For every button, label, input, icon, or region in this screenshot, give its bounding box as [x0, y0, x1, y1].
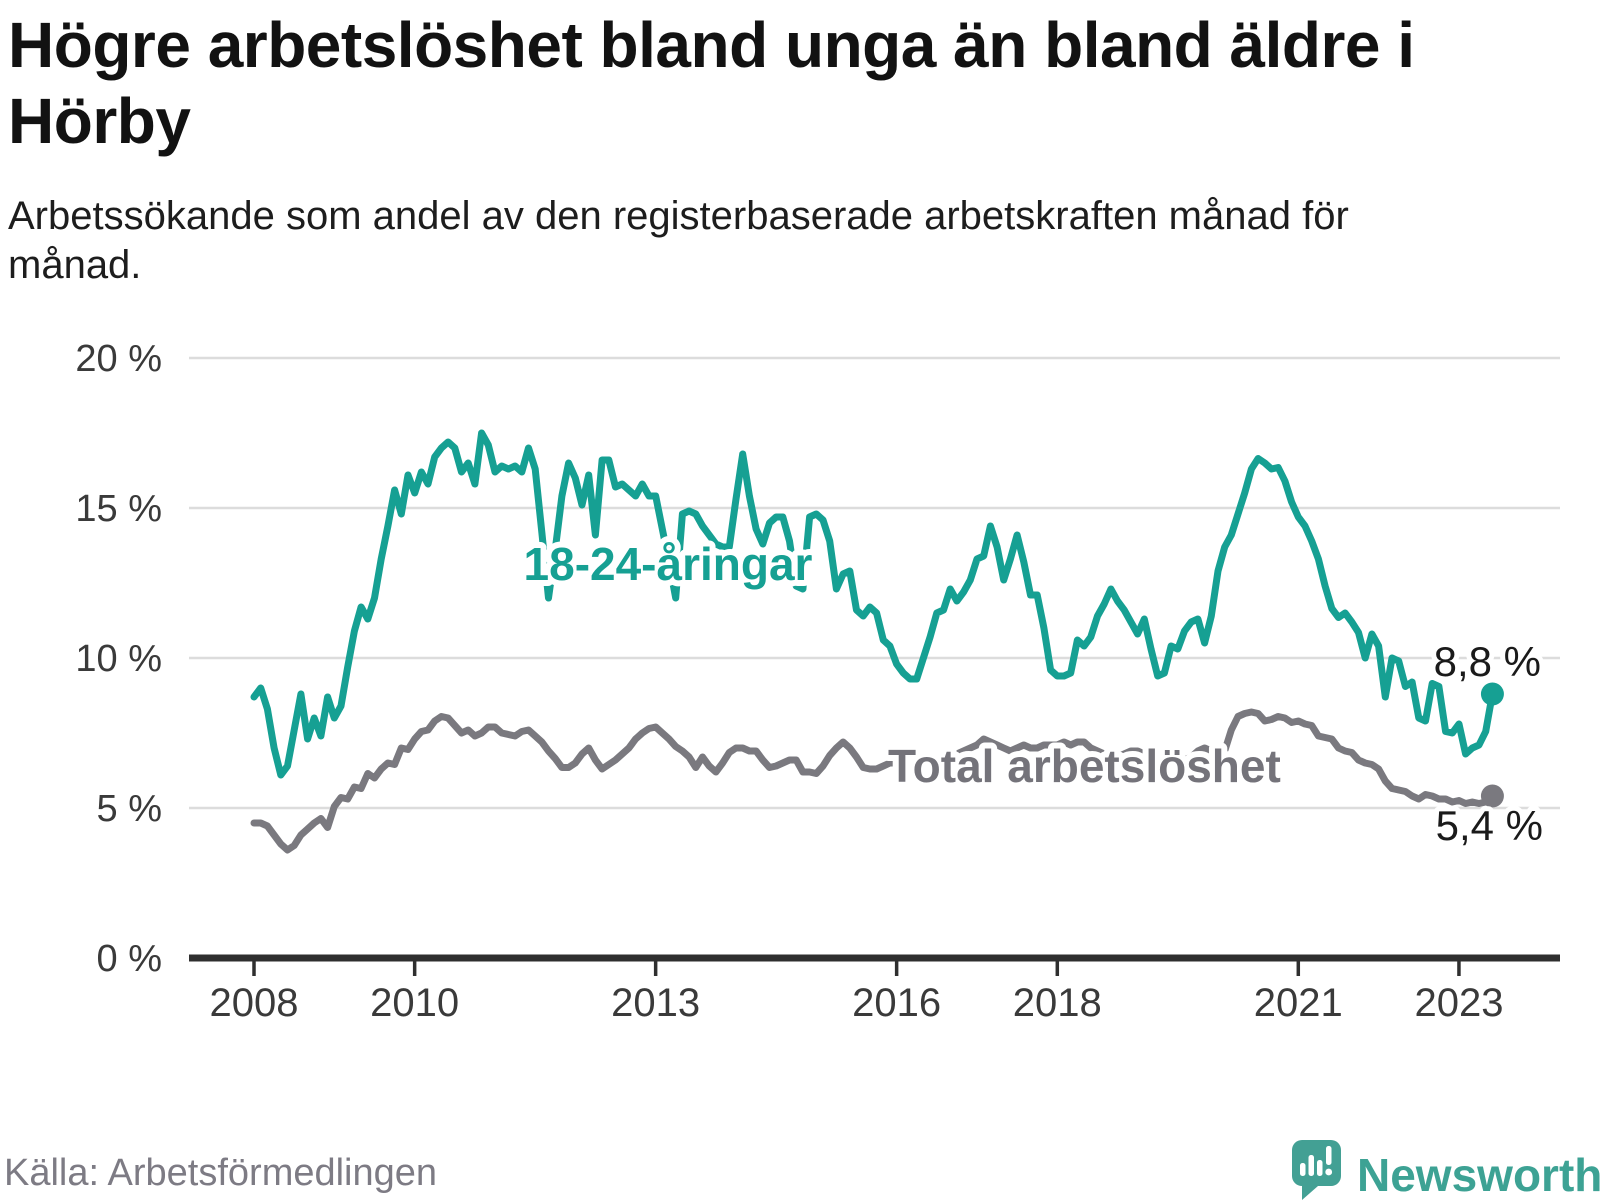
end-dot-youth [1480, 682, 1504, 706]
end-dot-total [1480, 784, 1504, 808]
series-label-youth: 18-24-åringar [524, 538, 813, 590]
brand-name: Newsworthy [1357, 1149, 1600, 1201]
series-label-total: Total arbetslöshet [888, 740, 1281, 792]
y-axis-label-15: 15 % [75, 488, 162, 530]
source-note: Källa: Arbetsförmedlingen [4, 1152, 438, 1194]
y-axis-label-5: 5 % [97, 788, 162, 830]
x-axis-label-2010: 2010 [370, 981, 459, 1025]
x-axis-label-2023: 2023 [1414, 981, 1503, 1025]
series-line-total [250, 708, 1496, 854]
series-line-youth [250, 429, 1496, 779]
y-axis-label-0: 0 % [97, 938, 162, 980]
end-value-label-total: 5,4 % [1436, 802, 1543, 849]
y-axis-label-20: 20 % [75, 338, 162, 380]
page-subtitle: Arbetssökande som andel av den registerb… [8, 194, 1349, 288]
x-axis-label-2018: 2018 [1013, 981, 1102, 1025]
x-axis-label-2008: 2008 [210, 981, 299, 1025]
page-title: Högre arbetslöshet bland unga än bland ä… [8, 9, 1415, 157]
x-axis-label-2013: 2013 [611, 981, 700, 1025]
x-axis-label-2021: 2021 [1254, 981, 1343, 1025]
y-axis-label-10: 10 % [75, 638, 162, 680]
end-value-label-youth: 8,8 % [1434, 638, 1541, 685]
x-axis-label-2016: 2016 [852, 981, 941, 1025]
